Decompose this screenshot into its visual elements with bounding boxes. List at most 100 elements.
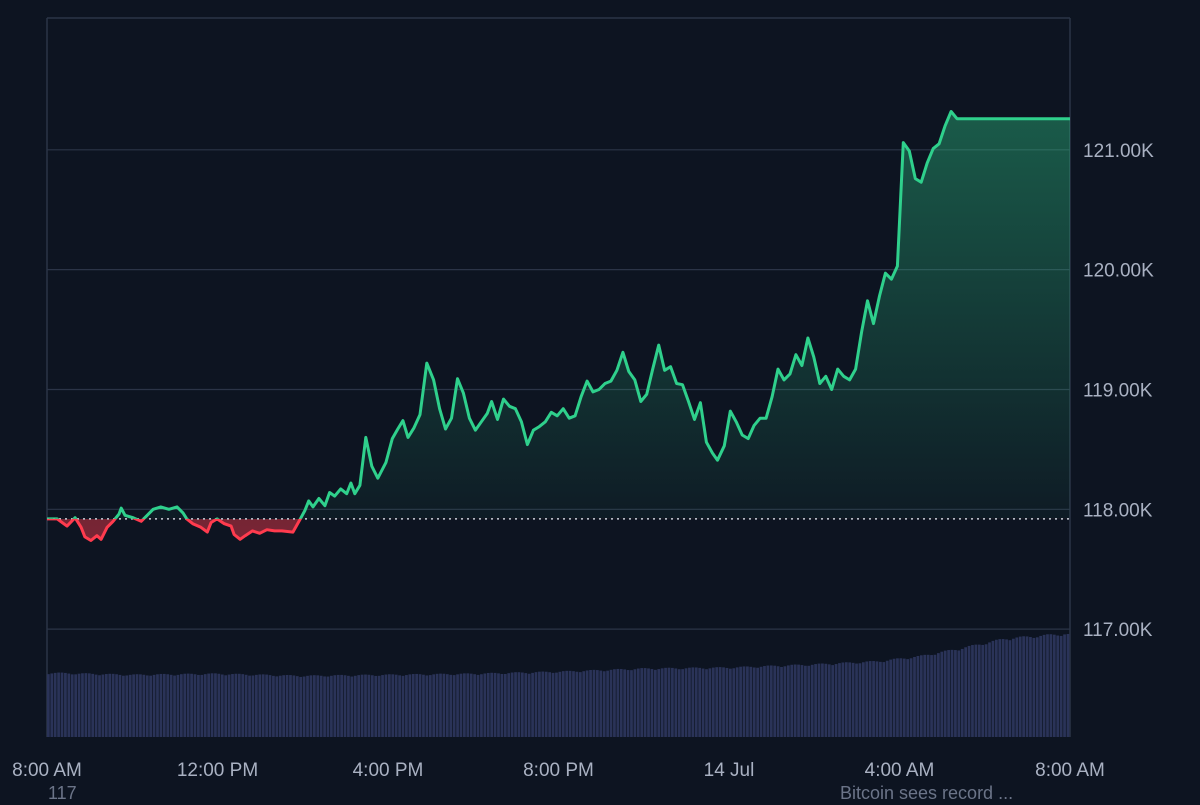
volume-bar <box>466 673 470 737</box>
volume-bar <box>1066 634 1070 737</box>
volume-bar <box>804 665 807 737</box>
volume-bar <box>411 674 415 737</box>
volume-bar <box>70 674 74 737</box>
volume-bar <box>391 674 395 737</box>
volume-bar <box>439 673 442 737</box>
volume-bar <box>176 674 180 737</box>
volume-bar <box>265 674 268 737</box>
volume-bar <box>217 673 221 737</box>
volume-bar <box>299 676 303 737</box>
volume-bar <box>630 670 633 737</box>
volume-bar <box>473 674 476 737</box>
volume-bar <box>353 675 357 737</box>
volume-bar <box>824 663 828 737</box>
volume-bar <box>268 675 272 737</box>
volume-bar <box>814 664 817 737</box>
volume-bar <box>636 668 640 737</box>
volume-bar <box>261 674 265 737</box>
y-axis-ticks: 117.00K 118.00K 119.00K 120.00K 121.00K <box>1083 141 1154 641</box>
volume-bar <box>971 645 974 737</box>
volume-bar <box>613 669 616 737</box>
volume-bar <box>790 664 794 737</box>
volume-bar <box>132 674 135 737</box>
volume-bar <box>357 675 361 737</box>
volume-bar <box>698 667 702 737</box>
volume-bar <box>166 674 170 737</box>
volume-bar <box>480 674 483 737</box>
volume-bar <box>367 674 371 737</box>
volume-bar <box>960 648 964 737</box>
volume-bar <box>653 669 657 737</box>
volume-bar <box>493 672 497 737</box>
volume-bar <box>633 669 637 737</box>
volume-bar <box>118 674 122 737</box>
price-area <box>47 111 1070 541</box>
volume-bar <box>807 665 811 737</box>
volume-bar <box>122 675 125 737</box>
volume-bar <box>544 671 548 737</box>
volume-bar <box>766 665 770 737</box>
volume-bar <box>858 663 862 737</box>
volume-bar <box>681 669 684 737</box>
price-line-down <box>47 518 303 542</box>
volume-bar <box>841 662 845 737</box>
volume-bar <box>827 664 831 737</box>
volume-bar <box>452 675 456 737</box>
volume-bar <box>1008 640 1012 737</box>
volume-bar <box>323 676 326 737</box>
volume-bar <box>169 674 173 737</box>
volume-bar <box>316 675 320 737</box>
volume-bar <box>272 675 275 737</box>
x-tick-label-5: 4:00 AM <box>865 760 935 781</box>
volume-bar <box>906 659 910 737</box>
volume-bar <box>783 666 787 737</box>
volume-bar <box>974 644 978 737</box>
volume-bar <box>289 675 292 737</box>
volume-bar <box>91 673 95 737</box>
volume-bar <box>381 675 384 737</box>
volume-bar <box>220 674 224 737</box>
volume-bar <box>752 667 756 737</box>
volume-bar <box>534 672 538 737</box>
volume-bar <box>606 670 609 737</box>
volume-bar <box>1005 639 1008 737</box>
volume-bar <box>200 674 204 737</box>
price-line-up <box>47 110 1070 519</box>
volume-bar <box>909 658 913 737</box>
volume-bar <box>98 675 101 737</box>
volume-bar <box>241 674 245 737</box>
volume-bar <box>142 674 146 737</box>
volume-bar <box>1032 637 1036 737</box>
volume-bar <box>582 671 586 737</box>
volume-bar <box>838 663 841 737</box>
volume-bar <box>503 673 507 737</box>
volume-bar <box>422 674 425 737</box>
price-area-down <box>57 518 301 541</box>
volume-bar <box>861 662 865 737</box>
volume-bar <box>677 669 681 737</box>
x-tick-label-2: 4:00 PM <box>353 760 424 781</box>
news-headline-link[interactable]: Bitcoin sees record ... <box>840 783 1013 803</box>
volume-bar <box>609 669 613 737</box>
volume-bar <box>688 667 691 737</box>
volume-bar <box>797 664 800 737</box>
volume-bar <box>108 673 112 737</box>
volume-bar <box>626 670 630 737</box>
volume-bar <box>84 673 88 737</box>
volume-bar <box>708 668 712 737</box>
volume-bar <box>599 670 603 737</box>
volume-bar <box>278 675 282 737</box>
volume-bar <box>456 674 459 737</box>
volume-bar <box>957 650 961 737</box>
y-tick-label-2: 119.00K <box>1083 380 1153 401</box>
volume-bar <box>759 666 763 737</box>
volume-bar <box>664 667 667 737</box>
volume-bar <box>517 672 521 737</box>
volume-bar <box>377 675 381 737</box>
volume-bar <box>1042 634 1046 737</box>
volume-bar <box>1035 637 1039 737</box>
volume-bar <box>94 674 98 737</box>
volume-bar <box>739 666 742 737</box>
volume-bar <box>67 673 71 737</box>
